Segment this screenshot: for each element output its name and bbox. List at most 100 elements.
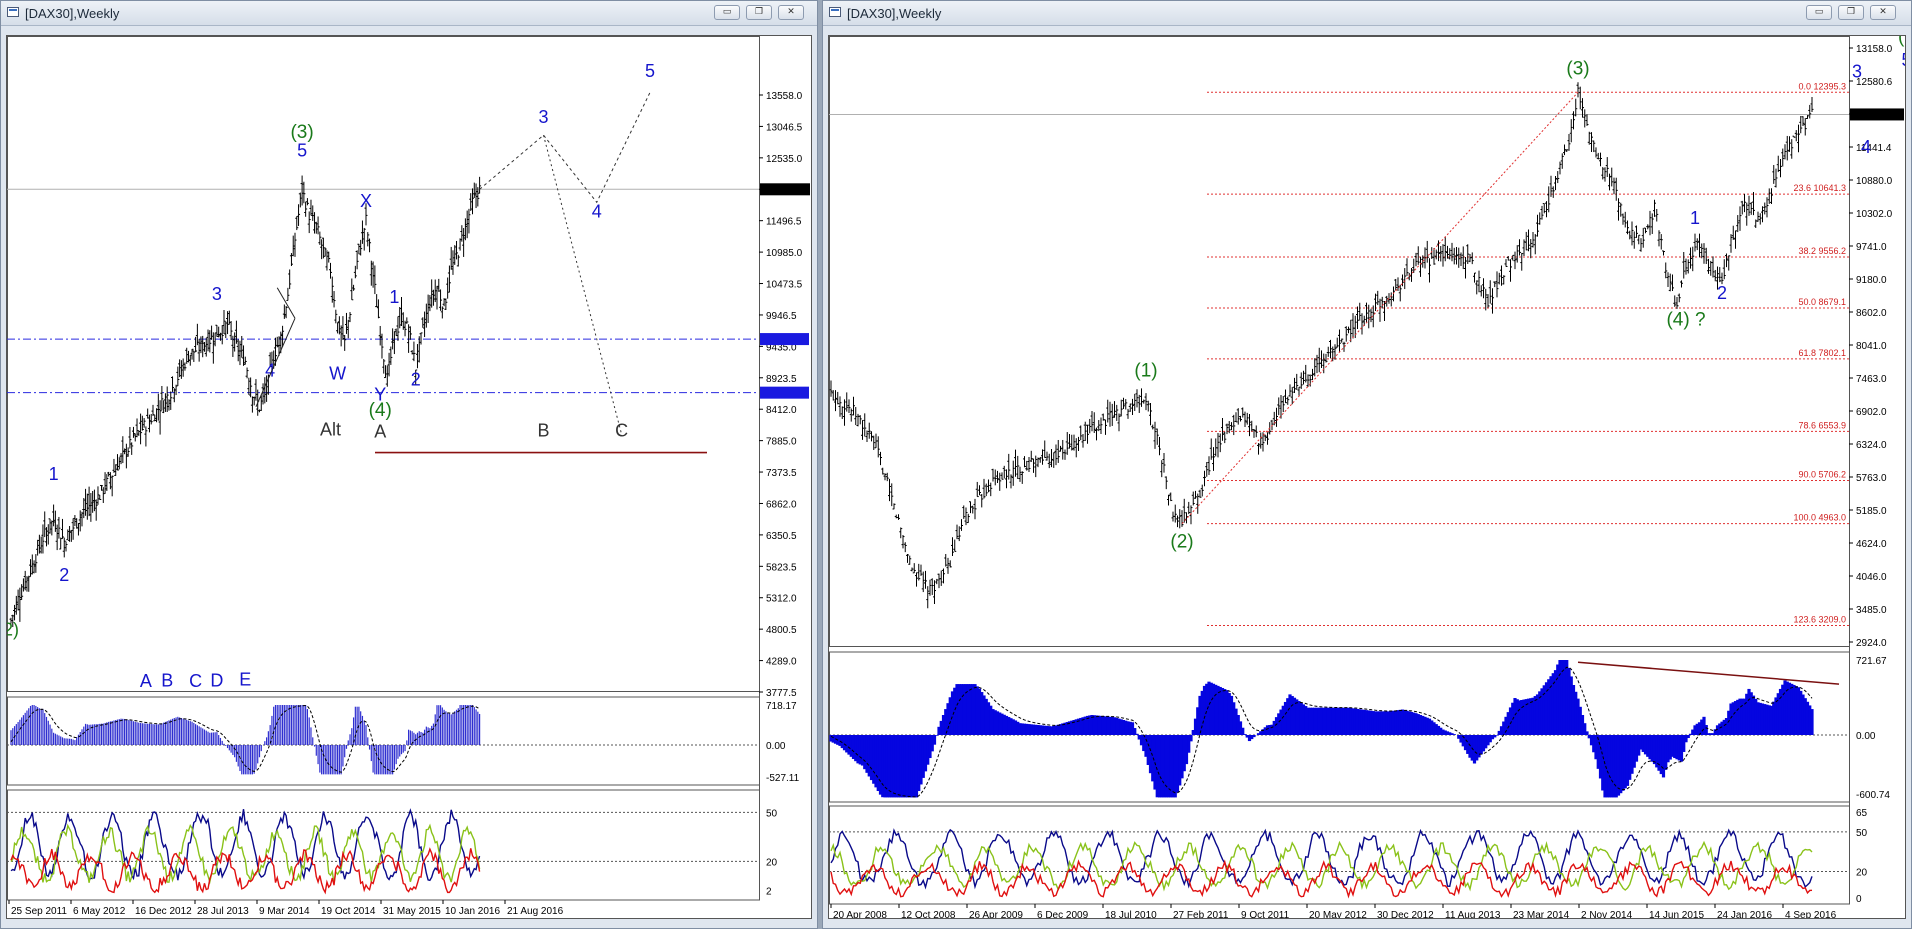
y-tick-label: 7463.0 <box>1856 374 1887 385</box>
wave-label: 1 <box>1690 208 1700 228</box>
right-titlebar[interactable]: [DAX30],Weekly ▭ ❐ ✕ <box>823 1 1911 26</box>
chart-window-icon <box>7 7 19 17</box>
wave-label: 5 <box>645 61 655 81</box>
wave-label: (1) <box>1134 360 1157 381</box>
plus-di-line <box>830 840 1813 892</box>
left-chart-window: [DAX30],Weekly ▭ ❐ ✕ 13558.0 13046.5 12535… <box>0 0 818 929</box>
x-tick-label: 4 Sep 2016 <box>1785 910 1837 919</box>
current-price-box <box>760 183 810 196</box>
x-tick-label: 20 May 2012 <box>1309 910 1367 919</box>
y-tick-label: 2924.0 <box>1856 638 1887 649</box>
wave-label: E <box>239 670 251 690</box>
wave-label: (3) <box>1566 59 1589 80</box>
fib-trend-line <box>1181 91 1579 524</box>
right-chart-svg[interactable]: 13158.012580.612013.211441.410880.010302… <box>829 36 1906 919</box>
wave-label: B <box>537 421 549 441</box>
wave-label: X <box>360 191 372 211</box>
y-tick-label: 4800.5 <box>766 625 797 636</box>
minimize-button[interactable]: ▭ <box>1806 5 1832 20</box>
adx-tick-label: 50 <box>1856 828 1868 839</box>
x-tick-label: 16 Dec 2012 <box>135 906 192 917</box>
y-tick-label: 8923.5 <box>766 374 797 385</box>
wave-label: (2) <box>1170 532 1193 553</box>
x-tick-label: 27 Feb 2011 <box>1173 910 1229 919</box>
x-tick-label: 18 Jul 2010 <box>1105 910 1157 919</box>
x-tick-label: 31 May 2015 <box>383 906 441 917</box>
adx-tick-label: 20 <box>1856 868 1868 879</box>
adx-tick-label: 2 <box>766 887 772 898</box>
adx-tick-label: 65 <box>1856 808 1868 819</box>
y-tick-label: 5823.5 <box>766 562 797 573</box>
adx-line <box>10 808 481 882</box>
x-tick-label: 2 Nov 2014 <box>1581 910 1633 919</box>
y-tick-label: 13046.5 <box>766 122 803 133</box>
macd-tick-label: -527.11 <box>766 773 800 784</box>
left-chart-area[interactable]: 13558.013046.512535.012013.011496.510985… <box>6 35 812 919</box>
wave-label: 4 <box>1861 137 1871 157</box>
wave-label: 2 <box>59 565 69 585</box>
wave-label: A <box>374 421 386 441</box>
close-button[interactable]: ✕ <box>1870 5 1896 20</box>
fib-level-label: 23.6 10641.3 <box>1793 183 1846 193</box>
x-tick-label: 6 May 2012 <box>73 906 126 917</box>
y-tick-label: 12580.6 <box>1856 77 1893 88</box>
y-tick-label: 8412.0 <box>766 405 797 416</box>
y-tick-label: 9180.0 <box>1856 275 1887 286</box>
x-tick-label: 14 Jun 2015 <box>1649 910 1704 919</box>
minus-di-line <box>10 847 481 895</box>
y-tick-label: 6902.0 <box>1856 407 1887 418</box>
close-button[interactable]: ✕ <box>778 5 804 20</box>
y-tick-label: 4046.0 <box>1856 572 1887 583</box>
restore-button[interactable]: ❐ <box>1838 5 1864 20</box>
x-tick-label: 9 Mar 2014 <box>259 906 310 917</box>
wave-label: 3 <box>1852 61 1862 81</box>
x-tick-label: 10 Jan 2016 <box>445 906 500 917</box>
wave-label: Alt <box>320 419 341 439</box>
y-tick-label: 12535.0 <box>766 154 803 165</box>
wave-label: 2 <box>411 369 421 389</box>
adx-tick-label: 0 <box>1856 894 1862 905</box>
adx-pane-frame <box>7 789 760 901</box>
macd-tick-label: 718.17 <box>766 701 797 712</box>
y-tick-label: 3485.0 <box>1856 605 1887 616</box>
y-tick-label: 5312.0 <box>766 594 797 605</box>
wedge-line <box>276 287 296 319</box>
fib-level-label: 78.6 6553.9 <box>1798 420 1846 430</box>
x-tick-label: 28 Jul 2013 <box>197 906 249 917</box>
minimize-button[interactable]: ▭ <box>714 5 740 20</box>
wave-label: 4 <box>265 360 275 380</box>
right-chart-window: [DAX30],Weekly ▭ ❐ ✕ 13158.012580.612013… <box>822 0 1912 929</box>
y-tick-label: 7373.5 <box>766 468 797 479</box>
restore-button[interactable]: ❐ <box>746 5 772 20</box>
x-tick-label: 6 Dec 2009 <box>1037 910 1089 919</box>
y-tick-label: 5763.0 <box>1856 473 1887 484</box>
y-tick-label: 8602.0 <box>1856 308 1887 319</box>
adx-tick-label: 50 <box>766 808 778 819</box>
x-tick-label: 21 Aug 2016 <box>507 906 564 917</box>
right-chart-area[interactable]: 13158.012580.612013.211441.410880.010302… <box>828 35 1906 919</box>
wave-label: (4) <box>369 400 392 421</box>
macd-tick-label: -600.74 <box>1856 790 1890 801</box>
left-titlebar[interactable]: [DAX30],Weekly ▭ ❐ ✕ <box>1 1 817 26</box>
left-chart-svg[interactable]: 13558.013046.512535.012013.011496.510985… <box>7 36 812 919</box>
adx-pane-frame <box>829 805 1850 905</box>
y-tick-label: 3777.5 <box>766 688 797 699</box>
minus-di-line <box>830 859 1813 899</box>
wave-label: 4 <box>592 202 602 222</box>
y-tick-label: 6324.0 <box>1856 440 1887 451</box>
wave-label: 3 <box>212 284 222 304</box>
y-tick-label: 5185.0 <box>1856 506 1887 517</box>
y-tick-label: 9946.5 <box>766 311 797 322</box>
x-tick-label: 12 Oct 2008 <box>901 910 956 919</box>
fib-level-label: 50.0 8679.1 <box>1798 297 1846 307</box>
y-tick-label: 4624.0 <box>1856 539 1887 550</box>
alt-projection-path <box>543 135 623 435</box>
y-tick-label: 8041.0 <box>1856 341 1887 352</box>
fib-level-box <box>760 333 809 346</box>
x-tick-label: 9 Oct 2011 <box>1241 910 1290 919</box>
y-tick-label: 9435.0 <box>766 342 797 353</box>
macd-divergence-trendline <box>1577 661 1840 685</box>
fib-level-label: 100.0 4963.0 <box>1793 513 1846 523</box>
y-tick-label: 10985.0 <box>766 248 803 259</box>
y-tick-label: 7885.0 <box>766 437 797 448</box>
